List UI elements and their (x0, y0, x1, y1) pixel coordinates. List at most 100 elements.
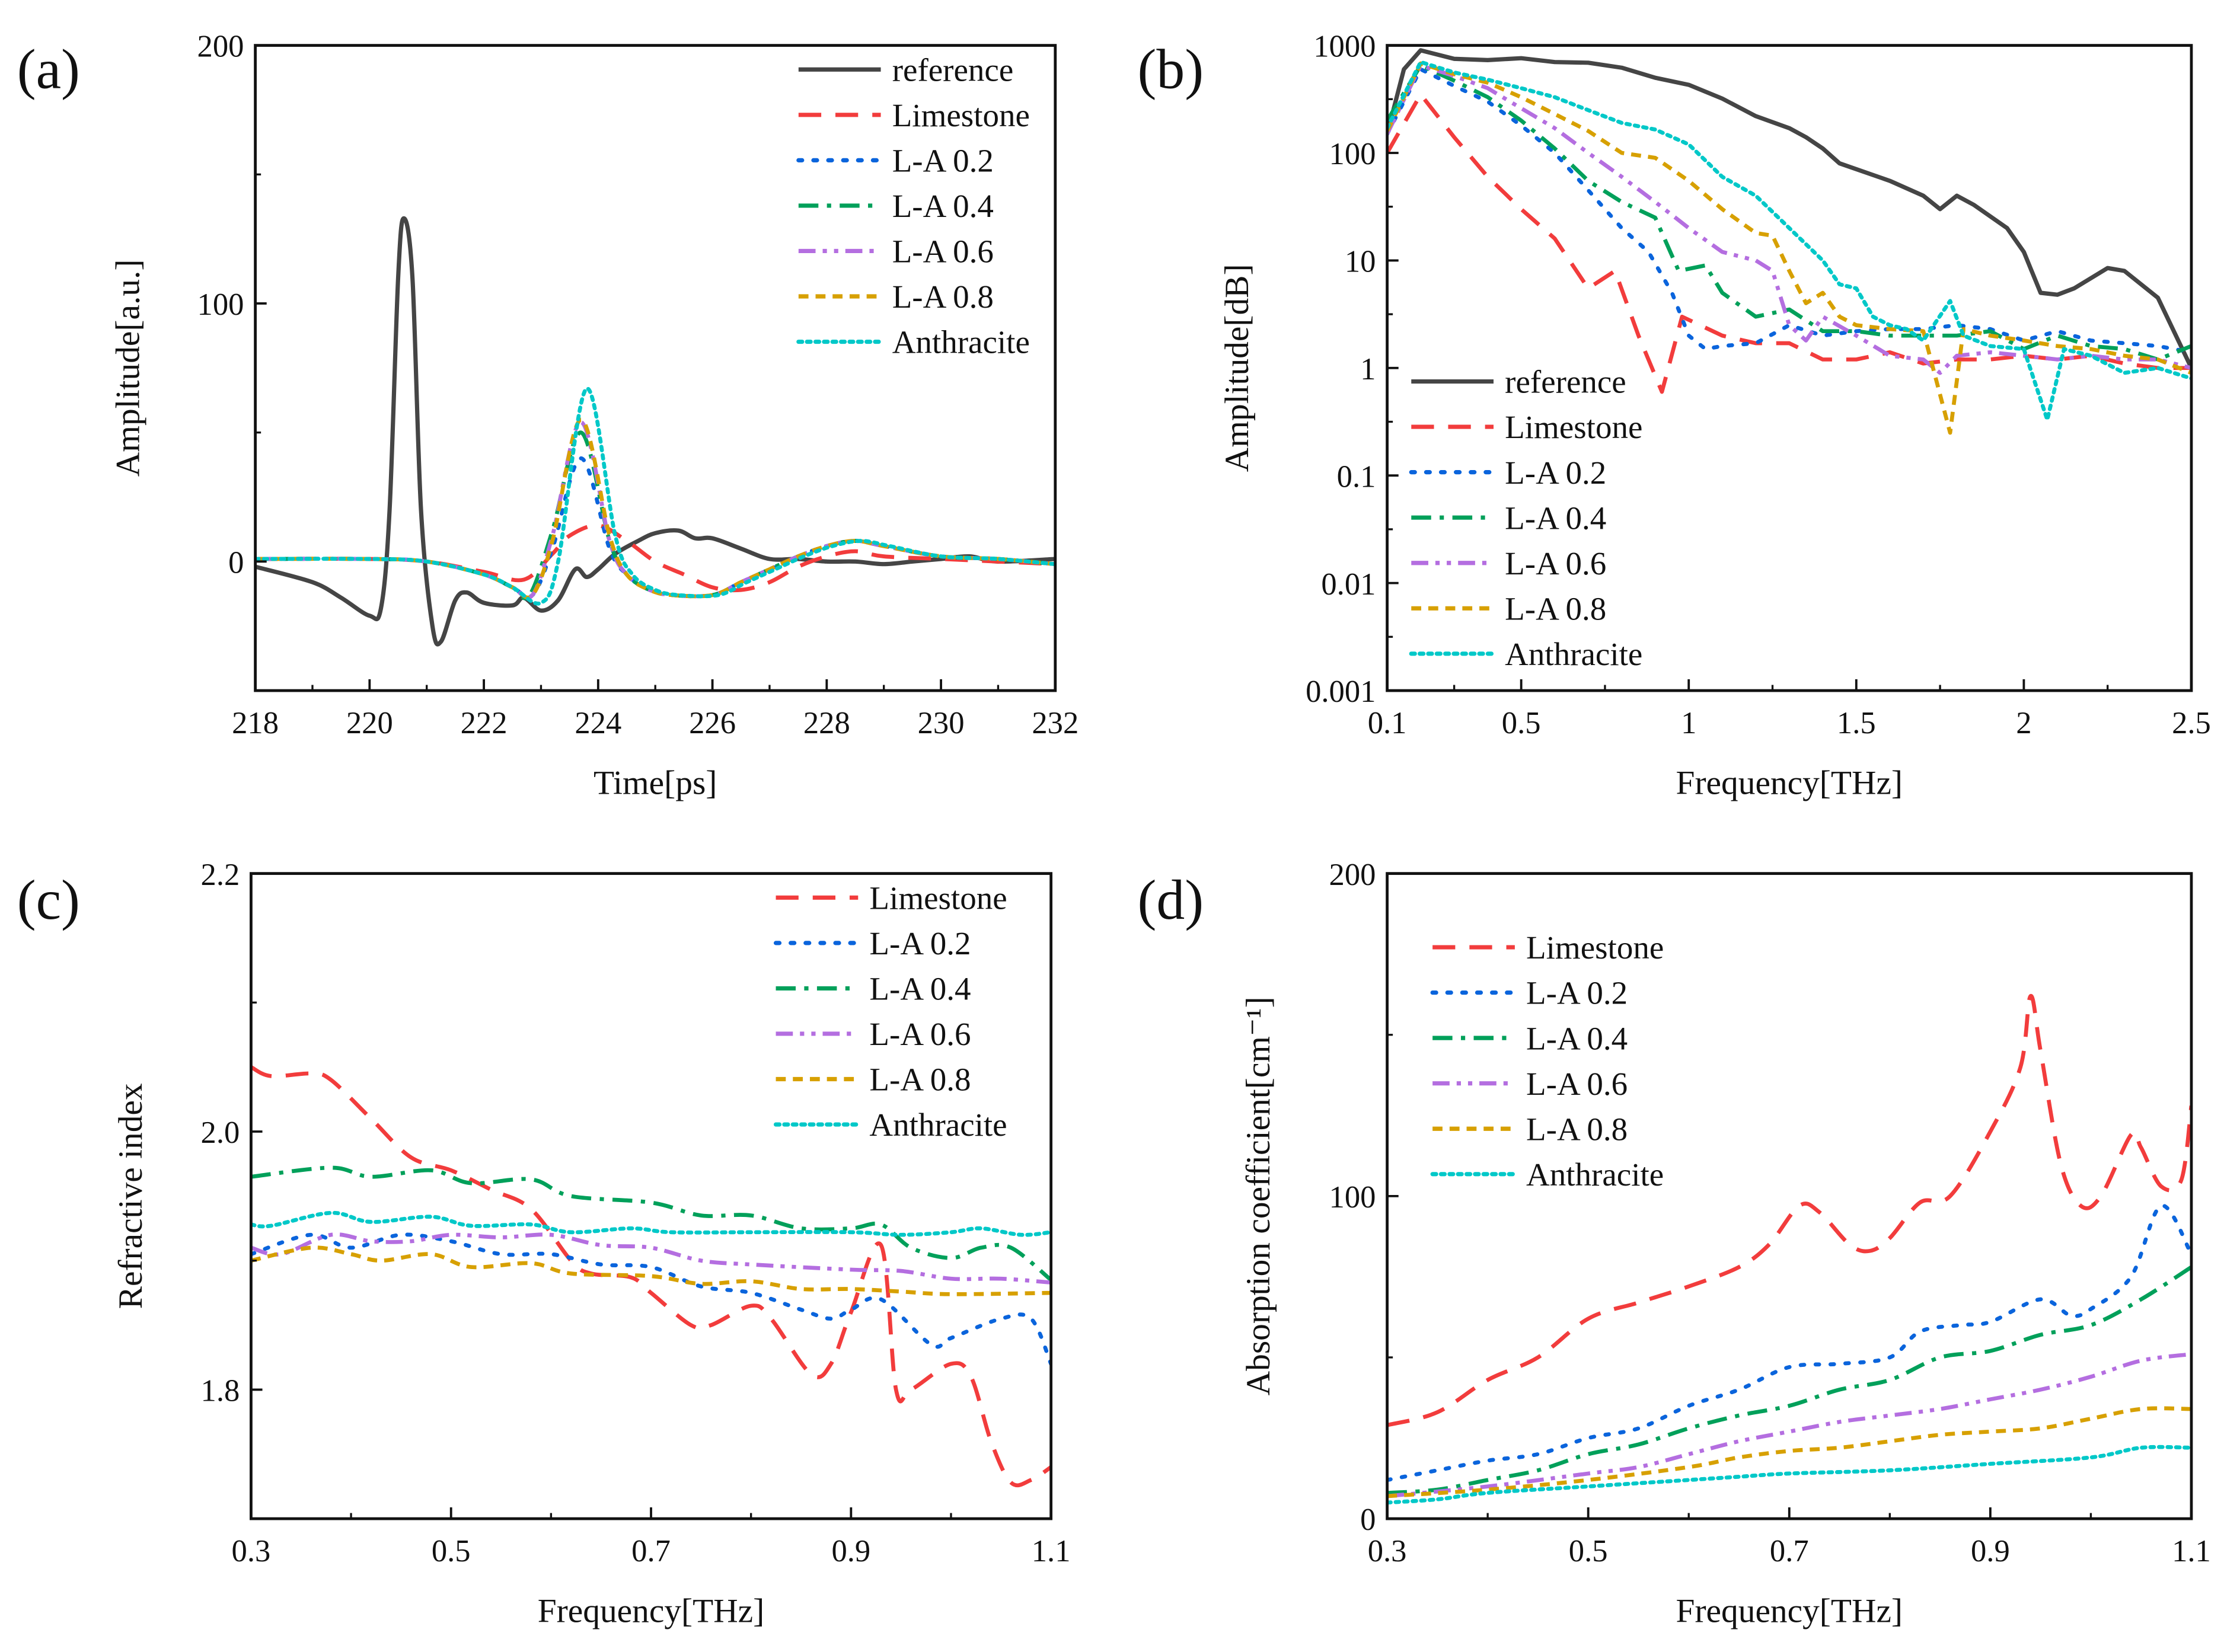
series-line-anthracite (251, 1210, 1051, 1237)
legend-item: L-A 0.6 (1432, 1066, 1628, 1102)
x-axis-label: Frequency[THz] (538, 1593, 765, 1630)
series-line-limestone (251, 1065, 1051, 1488)
x-tick-label: 0.9 (831, 1534, 870, 1568)
y-tick-label: 2.2 (201, 858, 240, 892)
series-line-l-a-0-6 (1387, 1352, 2191, 1498)
series-line-l-a-0-4 (251, 1165, 1051, 1282)
x-tick-label: 0.5 (432, 1534, 471, 1568)
legend-item: L-A 0.8 (1411, 590, 1606, 627)
series-line-l-a-0-8 (1387, 1406, 2191, 1498)
legend-label: L-A 0.8 (1526, 1111, 1628, 1147)
panel-label: (c) (17, 868, 80, 931)
y-tick-label: 0.01 (1321, 567, 1376, 602)
series-line-l-a-0-2 (1387, 67, 2191, 354)
x-tick-label: 230 (918, 706, 965, 740)
legend-label: L-A 0.4 (1505, 500, 1606, 536)
series-line-l-a-0-6 (1387, 63, 2191, 375)
legend-item: L-A 0.4 (776, 971, 971, 1007)
legend-item: L-A 0.2 (796, 142, 994, 178)
panel-label: (b) (1138, 37, 1204, 100)
x-tick-label: 0.3 (1368, 1534, 1407, 1568)
x-tick-label: 0.9 (1971, 1534, 2010, 1568)
y-tick-label: 100 (1329, 1180, 1376, 1215)
x-tick-label: 226 (689, 706, 736, 740)
legend-item: Limestone (1432, 929, 1664, 966)
panel-label: (a) (17, 37, 80, 100)
x-tick-label: 0.5 (1569, 1534, 1608, 1568)
legend-item: reference (1411, 364, 1626, 400)
legend-item: Anthracite (1409, 636, 1642, 672)
legend-label: Anthracite (1505, 636, 1642, 672)
legend-item: Limestone (776, 880, 1007, 916)
y-tick-label: 1000 (1313, 30, 1376, 64)
series-line-l-a-0-4 (1387, 63, 2191, 362)
legend-label: Anthracite (869, 1107, 1007, 1143)
legend-label: L-A 0.4 (1526, 1020, 1628, 1056)
x-tick-label: 1.5 (1837, 706, 1876, 740)
x-tick-label: 2.5 (2172, 706, 2211, 740)
series-line-l-a-0-8 (255, 417, 1055, 600)
legend-item: Anthracite (796, 324, 1030, 360)
y-tick-label: 100 (1329, 137, 1376, 171)
legend-label: Limestone (1505, 409, 1642, 445)
x-tick-label: 2 (2016, 706, 2031, 740)
y-tick-label: 0 (1360, 1503, 1376, 1537)
y-tick-label: 2.0 (201, 1116, 240, 1150)
legend: Limestone L-A 0.2 L-A 0.4 L-A 0.6 L-A 0.8 Ant… (1430, 929, 1664, 1193)
legend-item: L-A 0.2 (1409, 455, 1606, 491)
x-tick-label: 0.1 (1368, 706, 1407, 740)
legend-item: Limestone (1411, 409, 1642, 445)
series-group (255, 216, 1055, 647)
legend-item: L-A 0.8 (798, 279, 994, 315)
series-line-limestone (255, 523, 1055, 593)
legend-label: Limestone (892, 97, 1030, 133)
y-tick-label: 1 (1360, 352, 1376, 386)
legend-item: L-A 0.4 (798, 188, 994, 224)
y-axis-label: Absorption coefficient[cm⁻¹] (1240, 996, 1277, 1395)
x-tick-label: 1.1 (1032, 1534, 1071, 1568)
series-line-reference (1387, 48, 2191, 369)
x-axis-label: Frequency[THz] (1676, 1593, 1903, 1630)
legend-item: Anthracite (773, 1107, 1007, 1143)
legend-item: L-A 0.6 (1411, 545, 1606, 581)
legend-label: reference (1505, 364, 1626, 400)
chart-panel-b: (b) 0.1 0.5 1 1.5 2 2.5 0.001 0.01 0.1 1 10 100 1000 F… (1138, 30, 2211, 802)
panel-label: (d) (1138, 868, 1204, 931)
y-tick-label: 1.8 (201, 1374, 240, 1408)
legend-item: L-A 0.8 (776, 1062, 971, 1098)
legend-label: Anthracite (892, 324, 1030, 360)
legend: reference Limestone L-A 0.2 L-A 0.4 L-A 0.6 L… (1409, 364, 1642, 672)
chart-panel-c: (c) 0.3 0.5 0.7 0.9 1.1 1.8 2.0 2.2 Frequency[THz… (17, 858, 1071, 1630)
x-tick-label: 1.1 (2172, 1534, 2211, 1568)
series-group (1387, 48, 2191, 435)
chart-panel-d: (d) 0.3 0.5 0.7 0.9 1.1 0 100 200 Frequency[THz] A… (1138, 858, 2211, 1630)
series-group (251, 1065, 1051, 1488)
series-line-reference (255, 216, 1055, 647)
series-line-anthracite (1387, 60, 2191, 422)
y-tick-label: 200 (1329, 858, 1376, 892)
series-line-limestone (1387, 92, 2191, 394)
y-axis-label: Amplitude[dB] (1218, 264, 1256, 472)
legend-item: L-A 0.2 (1430, 975, 1628, 1011)
legend-item: Anthracite (1430, 1156, 1664, 1193)
x-tick-label: 0.7 (631, 1534, 671, 1568)
y-tick-label: 0 (228, 545, 244, 580)
x-tick-label: 0.7 (1770, 1534, 1809, 1568)
legend-label: L-A 0.2 (869, 925, 971, 961)
plot-frame (254, 44, 1057, 692)
series-line-l-a-0-2 (255, 456, 1055, 599)
x-tick-label: 0.3 (232, 1534, 271, 1568)
x-axis-label: Time[ps] (594, 765, 717, 802)
series-line-l-a-0-2 (1387, 1203, 2191, 1482)
series-line-anthracite (1387, 1445, 2191, 1505)
legend-label: Limestone (869, 880, 1007, 916)
series-line-l-a-0-6 (255, 420, 1055, 600)
legend-label: L-A 0.2 (1526, 975, 1628, 1011)
series-group (1387, 994, 2191, 1505)
legend: reference Limestone L-A 0.2 L-A 0.4 L-A 0.6 L… (796, 52, 1030, 360)
chart-panel-a: (a) 218 220 222 224 226 228 230 232 0 100 200 Time[p… (17, 30, 1079, 802)
series-line-l-a-0-4 (1387, 1265, 2191, 1495)
legend: Limestone L-A 0.2 L-A 0.4 L-A 0.6 L-A 0.8 Ant… (773, 880, 1007, 1143)
legend-label: reference (892, 52, 1014, 88)
legend-label: Anthracite (1526, 1156, 1664, 1193)
